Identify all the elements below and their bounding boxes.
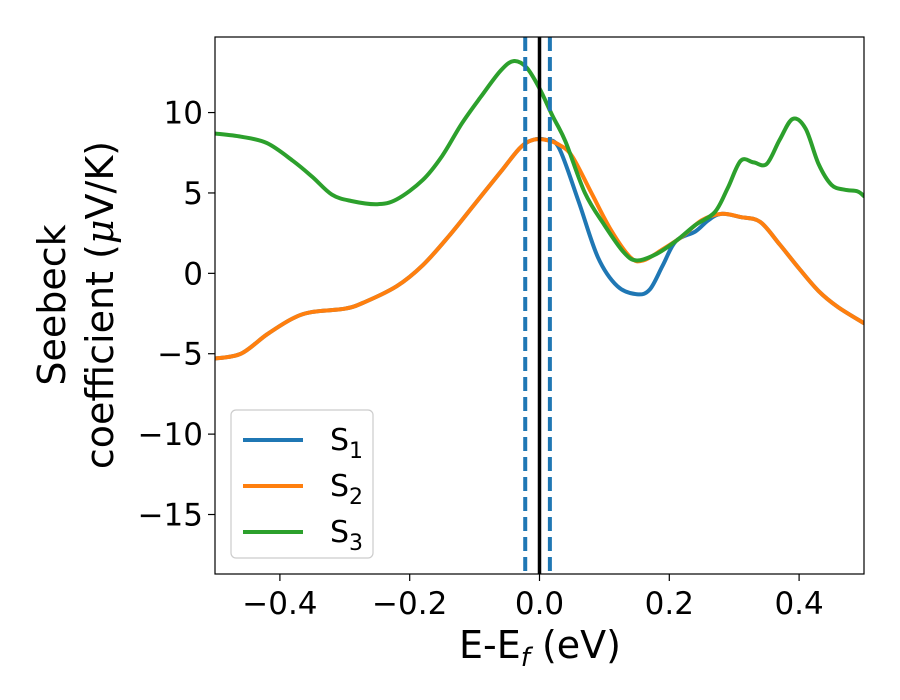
series-line-s3 <box>215 59 864 263</box>
y-axis-label-suffix: V/K) <box>78 141 122 220</box>
y-tick-label: −5 <box>157 337 203 373</box>
x-tick-label: 0.2 <box>645 586 694 622</box>
y-axis-label-prefix: coefficient ( <box>78 244 122 469</box>
x-axis-label: E-Ef (eV) <box>459 623 621 673</box>
x-tick-label: −0.4 <box>242 586 317 622</box>
y-tick-label: 5 <box>183 176 203 212</box>
reference-lines <box>523 37 552 574</box>
legend-label-s2: S2 <box>330 469 363 510</box>
x-axis-label-main: E-E <box>459 623 521 667</box>
y-tick-label: 0 <box>183 256 203 292</box>
y-tick-label: −10 <box>138 417 203 453</box>
y-axis-label-mu: μ <box>78 219 122 244</box>
x-axis-label-unit: (eV) <box>530 623 621 667</box>
legend-label-s3: S3 <box>330 515 363 556</box>
y-axis-label-line2: coefficient (μV/K) <box>78 141 122 469</box>
y-tick-label: −15 <box>138 498 203 534</box>
y-tick-label: 10 <box>164 96 203 132</box>
y-axis-label-line1: Seebeck <box>30 224 74 385</box>
x-tick-label: 0.4 <box>774 586 823 622</box>
x-tick-label: −0.2 <box>372 586 447 622</box>
legend-label-s1: S1 <box>330 423 363 464</box>
x-tick-label: 0.0 <box>515 586 564 622</box>
y-axis-ticks: 10 5 0 −5 −10 −15 <box>138 96 215 534</box>
legend: S1 S2 S3 <box>230 409 374 559</box>
series-group <box>215 59 864 361</box>
x-axis-ticks: −0.4 −0.2 0.0 0.2 0.4 <box>242 574 824 622</box>
series-line-s2 <box>215 137 864 361</box>
